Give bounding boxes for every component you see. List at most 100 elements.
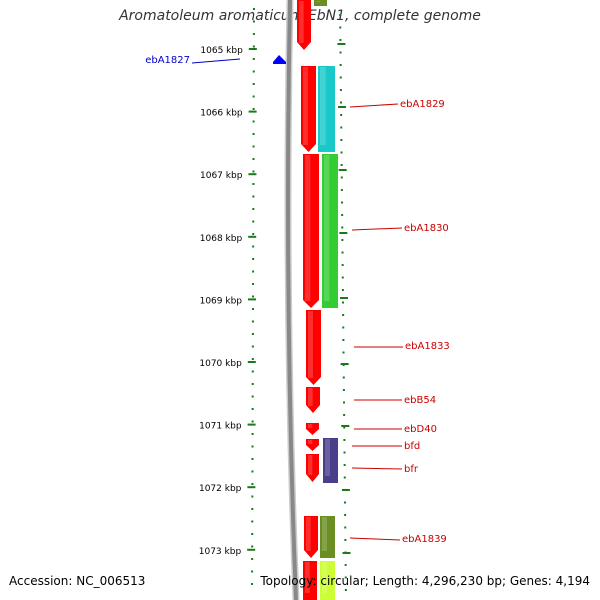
ruler-dot	[252, 83, 255, 85]
right-ruler-dot	[344, 576, 347, 579]
gene-label[interactable]: ebD40	[404, 424, 437, 435]
accession-text: Accession: NC_006513	[9, 574, 146, 588]
ruler-dot	[252, 145, 255, 148]
right-ruler-dot	[341, 239, 344, 241]
ruler-dot	[252, 95, 255, 98]
right-ruler-dot	[342, 376, 345, 379]
gene-feature-shine	[308, 455, 313, 475]
gene-feature-shine	[308, 440, 313, 444]
right-ruler-dot	[343, 439, 346, 441]
ruler-dot	[251, 445, 254, 448]
gene-feature	[297, 0, 311, 50]
ruler-dot	[252, 220, 255, 223]
ruler-dot	[251, 458, 254, 460]
right-ruler-dot	[343, 476, 346, 479]
ruler-dot	[251, 383, 254, 385]
right-ruler-dot	[342, 389, 345, 391]
right-ruler-dot	[340, 101, 343, 104]
ruler-dot	[251, 583, 254, 585]
right-ruler-dot	[341, 289, 344, 291]
gene-label[interactable]: ebA1839	[402, 534, 447, 545]
gene-label-leader	[349, 537, 401, 541]
gene-feature	[320, 561, 335, 600]
right-ruler-dot	[342, 351, 345, 354]
ruler-tick-label: 1067 kbp	[200, 171, 243, 181]
ruler-tick-label: 1065 kbp	[200, 46, 243, 56]
ruler-tick-label: 1071 kbp	[199, 422, 242, 432]
ruler-tick	[248, 235, 257, 238]
right-ruler-dot	[344, 589, 347, 591]
gene-feature	[301, 66, 316, 152]
right-ruler-dot	[341, 226, 344, 229]
ruler-dot	[252, 195, 255, 198]
ruler-tick-label: 1066 kbp	[200, 109, 243, 119]
ruler-tick	[247, 361, 256, 363]
right-ruler-tick	[339, 232, 348, 234]
right-ruler-dot	[339, 26, 342, 29]
ruler-dot	[252, 270, 255, 273]
gene-label[interactable]: ebA1827	[145, 55, 190, 66]
gene-feature-shine	[305, 562, 310, 593]
right-ruler-dot	[344, 514, 347, 516]
right-ruler-dot	[341, 276, 344, 279]
gene-feature-shine	[303, 67, 308, 145]
right-ruler-tick	[339, 297, 348, 299]
gene-feature	[306, 387, 320, 413]
right-ruler-dot	[339, 76, 342, 79]
ruler-dot	[252, 245, 255, 248]
gene-label-leader	[191, 58, 241, 64]
ruler-dot	[252, 295, 255, 298]
gene-feature-shine	[308, 388, 313, 406]
gene-feature	[303, 154, 319, 308]
right-ruler-tick	[341, 489, 350, 491]
gene-label[interactable]: ebA1829	[400, 99, 445, 110]
ruler-tick-label: 1069 kbp	[200, 296, 243, 306]
ruler-dot	[251, 358, 254, 360]
right-ruler-dot	[340, 139, 343, 141]
ruler-dot	[252, 70, 255, 73]
ruler-tick-label: 1072 kbp	[199, 484, 242, 494]
gene-label[interactable]: ebA1830	[404, 223, 449, 234]
gene-feature-shine	[299, 1, 304, 43]
right-ruler-dot	[340, 114, 343, 116]
right-ruler-dot	[342, 326, 345, 329]
ruler-dot	[252, 158, 255, 160]
right-ruler-dot	[342, 314, 345, 316]
right-ruler-dot	[339, 51, 342, 54]
ruler-dot	[251, 520, 254, 523]
gene-label-leader	[351, 227, 403, 231]
gene-label[interactable]: ebA1833	[405, 341, 450, 352]
gene-feature-shine	[320, 67, 326, 145]
ruler-tick-label: 1070 kbp	[199, 359, 242, 369]
ruler-dot	[251, 483, 254, 485]
right-ruler-dot	[344, 526, 347, 529]
right-ruler-dot	[343, 426, 346, 429]
gene-feature-shine	[316, 1, 321, 2]
right-ruler-dot	[344, 539, 347, 541]
right-ruler-dot	[343, 451, 346, 454]
gene-label-leader	[351, 467, 403, 470]
ruler-dot	[252, 120, 255, 123]
gene-feature-shine	[324, 155, 330, 301]
ruler-tick	[247, 486, 256, 489]
gene-feature-shine	[325, 439, 330, 476]
gene-feature	[304, 516, 318, 558]
right-ruler-dot	[340, 164, 343, 166]
gene-feature-shine	[308, 424, 313, 428]
right-ruler-dot	[342, 339, 345, 341]
ruler-dot	[252, 45, 255, 48]
ruler-dot	[252, 283, 255, 285]
right-ruler-dot	[339, 39, 342, 41]
right-ruler-dot	[344, 564, 347, 566]
ruler-dot	[252, 58, 255, 60]
gene-label[interactable]: bfd	[404, 441, 420, 452]
ruler-dot	[252, 170, 255, 173]
gene-feature	[303, 561, 317, 600]
gene-label[interactable]: bfr	[404, 464, 419, 475]
ruler-dot	[251, 470, 254, 473]
ruler-tick	[247, 548, 256, 551]
ruler-dot	[251, 533, 254, 535]
ruler-tick	[248, 110, 257, 113]
gene-label[interactable]: ebB54	[404, 395, 436, 406]
